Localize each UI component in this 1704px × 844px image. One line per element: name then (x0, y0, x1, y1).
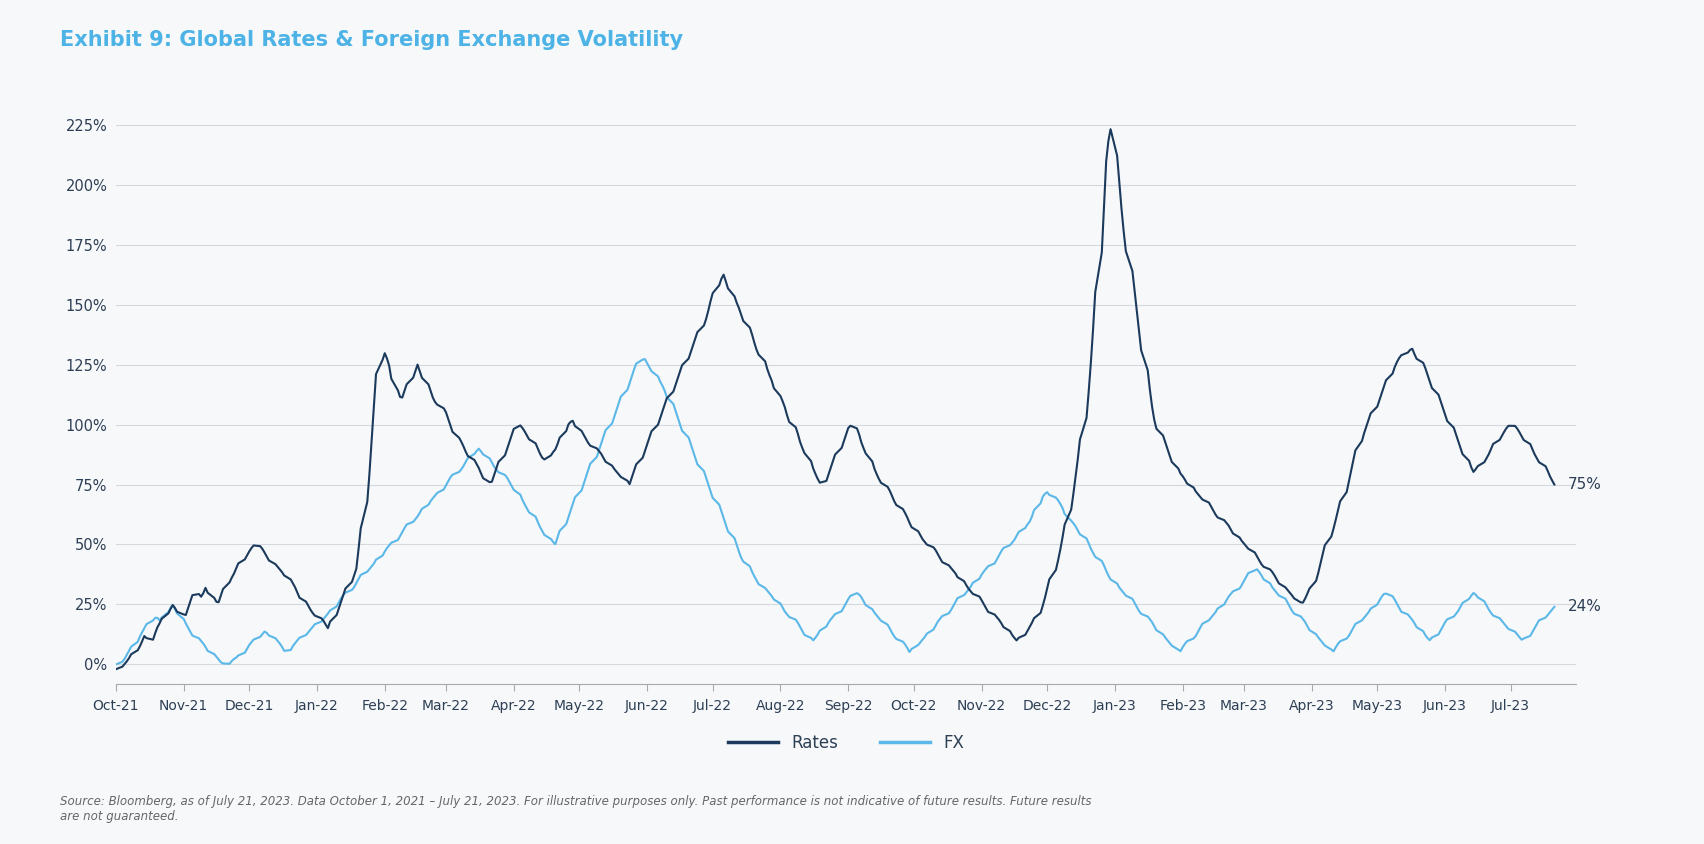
Text: Exhibit 9: Global Rates & Foreign Exchange Volatility: Exhibit 9: Global Rates & Foreign Exchan… (60, 30, 683, 50)
Line: Rates: Rates (116, 129, 1554, 669)
Text: 75%: 75% (1568, 477, 1602, 492)
Text: 24%: 24% (1568, 599, 1602, 614)
Legend: Rates, FX: Rates, FX (721, 728, 971, 759)
Line: FX: FX (116, 359, 1554, 664)
Text: Source: Bloomberg, as of July 21, 2023. Data October 1, 2021 – July 21, 2023. Fo: Source: Bloomberg, as of July 21, 2023. … (60, 795, 1091, 823)
